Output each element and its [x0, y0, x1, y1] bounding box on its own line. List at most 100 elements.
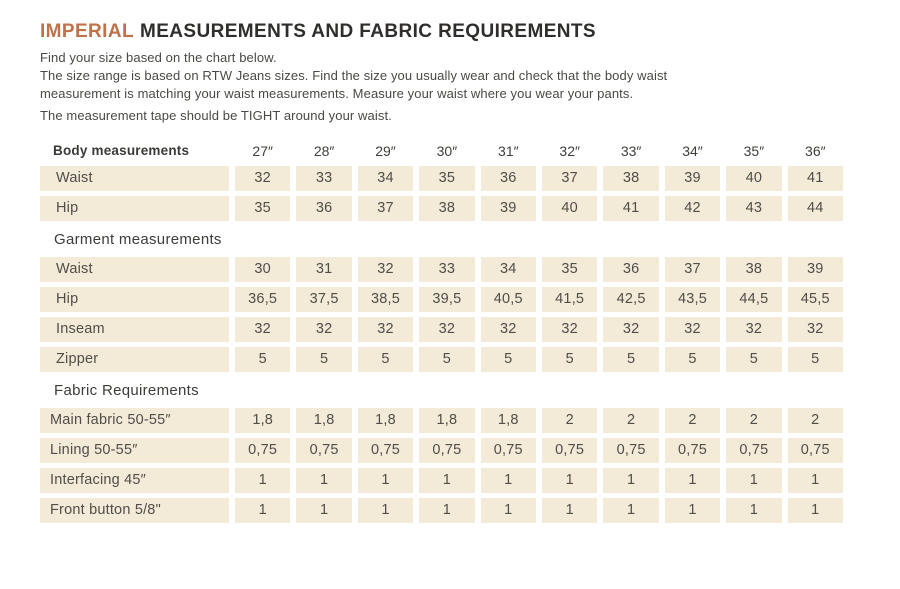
value-cell: 1 — [603, 498, 659, 523]
value-cell: 0,75 — [542, 438, 598, 463]
value-cell: 36 — [603, 257, 659, 282]
garment-section-header: Garment measurements — [54, 231, 222, 248]
value-cell: 32 — [542, 317, 598, 342]
value-cell: 1 — [480, 498, 536, 523]
value-cell: 33 — [419, 257, 475, 282]
value-cell: 41 — [603, 196, 659, 221]
value-cell: 1,8 — [357, 408, 414, 433]
page-title-rest: MEASUREMENTS AND FABRIC REQUIREMENTS — [139, 21, 596, 42]
value-cell: 41 — [787, 166, 843, 191]
value-cell: 35 — [542, 257, 598, 282]
value-cell: 1 — [603, 468, 659, 493]
value-cell: 5 — [480, 347, 536, 372]
row-label: Main fabric 50-55″ — [40, 408, 229, 433]
page-title-highlight: IMPERIAL — [40, 21, 134, 42]
row-label: Waist — [40, 257, 229, 282]
value-cell: 5 — [787, 347, 843, 372]
value-cell: 37 — [542, 166, 598, 191]
value-cell: 39,5 — [419, 287, 475, 312]
value-cell: 1 — [726, 498, 782, 523]
value-cell: 1 — [235, 498, 291, 523]
value-cell: 39 — [664, 166, 721, 191]
value-cell: 38,5 — [357, 287, 414, 312]
value-cell: 1 — [357, 498, 414, 523]
value-cell: 36,5 — [235, 287, 291, 312]
value-cell: 39 — [787, 257, 843, 282]
value-cell: 0,75 — [664, 438, 721, 463]
value-cell: 5 — [603, 347, 659, 372]
row-label: Hip — [40, 196, 229, 221]
row-label: Inseam — [40, 317, 229, 342]
value-cell: 37 — [664, 257, 721, 282]
measurement-table: Body measurements 27″ 28″ 29″ 30″ 31″ 32″ 33″ 34… — [40, 141, 843, 523]
value-cell: 32 — [296, 317, 352, 342]
value-cell: 32 — [235, 166, 291, 191]
row-label: Hip — [40, 287, 229, 312]
value-cell: 35 — [419, 166, 475, 191]
value-cell: 1 — [542, 498, 598, 523]
value-cell: 37 — [357, 196, 414, 221]
value-cell: 32 — [357, 317, 414, 342]
value-cell: 31 — [296, 257, 352, 282]
value-cell: 42,5 — [603, 287, 659, 312]
value-cell: 1 — [787, 498, 843, 523]
value-cell: 38 — [419, 196, 475, 221]
value-cell: 32 — [787, 317, 843, 342]
value-cell: 2 — [726, 408, 782, 433]
value-cell: 45,5 — [787, 287, 843, 312]
value-cell: 39 — [480, 196, 536, 221]
value-cell: 37,5 — [296, 287, 352, 312]
value-cell: 32 — [419, 317, 475, 342]
value-cell: 0,75 — [480, 438, 536, 463]
row-label: Zipper — [40, 347, 229, 372]
row-label: Interfacing 45″ — [40, 468, 229, 493]
value-cell: 0,75 — [296, 438, 352, 463]
value-cell: 30 — [235, 257, 291, 282]
size-column-header: 32″ — [559, 143, 580, 159]
value-cell: 1 — [357, 468, 414, 493]
value-cell: 1 — [664, 498, 721, 523]
value-cell: 44,5 — [726, 287, 782, 312]
value-cell: 32 — [664, 317, 721, 342]
value-cell: 1,8 — [419, 408, 475, 433]
value-cell: 36 — [480, 166, 536, 191]
value-cell: 32 — [235, 317, 291, 342]
page: IMPERIAL MEASUREMENTS AND FABRIC REQUIREM… — [40, 21, 843, 523]
size-column-header: 29″ — [375, 143, 396, 159]
value-cell: 5 — [296, 347, 352, 372]
value-cell: 0,75 — [357, 438, 414, 463]
value-cell: 33 — [296, 166, 352, 191]
value-cell: 44 — [787, 196, 843, 221]
value-cell: 1 — [296, 468, 352, 493]
value-cell: 5 — [235, 347, 291, 372]
value-cell: 42 — [664, 196, 721, 221]
size-column-header: 36″ — [805, 143, 826, 159]
value-cell: 1 — [480, 468, 536, 493]
size-column-header: 30″ — [436, 143, 458, 159]
intro-line-2: The size range is based on RTW Jeans siz… — [40, 68, 668, 101]
value-cell: 40,5 — [480, 287, 536, 312]
value-cell: 2 — [664, 408, 721, 433]
value-cell: 1 — [419, 498, 475, 523]
value-cell: 32 — [480, 317, 536, 342]
value-cell: 0,75 — [235, 438, 291, 463]
value-cell: 43,5 — [664, 287, 721, 312]
size-column-header: 34″ — [682, 143, 703, 159]
value-cell: 1,8 — [480, 408, 536, 433]
row-label: Waist — [40, 166, 229, 191]
row-label: Lining 50-55″ — [40, 438, 229, 463]
row-label: Front button 5/8" — [40, 498, 229, 523]
size-column-header: 33″ — [620, 143, 642, 159]
intro-line-1: Find your size based on the chart below. — [40, 50, 277, 65]
value-cell: 5 — [664, 347, 721, 372]
value-cell: 1 — [419, 468, 475, 493]
column-header-label: Body measurements — [53, 143, 190, 158]
value-cell: 0,75 — [419, 438, 475, 463]
size-column-header: 35″ — [743, 143, 765, 159]
value-cell: 2 — [542, 408, 598, 433]
value-cell: 34 — [480, 257, 536, 282]
value-cell: 32 — [357, 257, 414, 282]
value-cell: 2 — [787, 408, 843, 433]
value-cell: 1 — [542, 468, 598, 493]
value-cell: 1,8 — [235, 408, 291, 433]
